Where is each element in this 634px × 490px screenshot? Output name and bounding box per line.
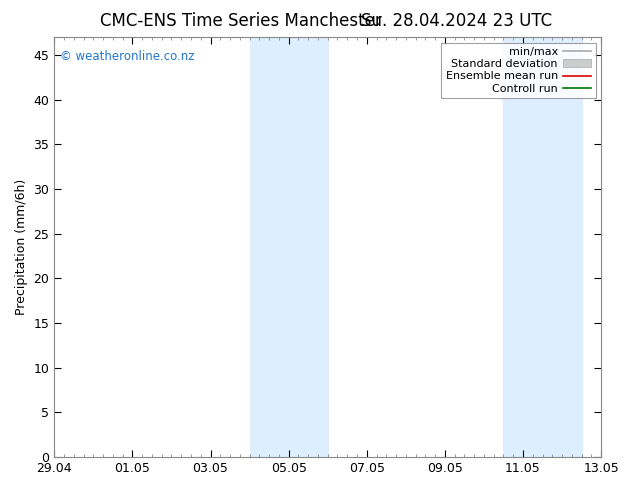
Bar — [503, 37, 581, 457]
Text: CMC-ENS Time Series Manchester: CMC-ENS Time Series Manchester — [100, 12, 382, 30]
Text: © weatheronline.co.nz: © weatheronline.co.nz — [60, 49, 194, 63]
Legend: min/max, Standard deviation, Ensemble mean run, Controll run: min/max, Standard deviation, Ensemble me… — [441, 43, 595, 98]
Text: Su. 28.04.2024 23 UTC: Su. 28.04.2024 23 UTC — [361, 12, 552, 30]
Bar — [250, 37, 328, 457]
Y-axis label: Precipitation (mm/6h): Precipitation (mm/6h) — [15, 179, 28, 315]
